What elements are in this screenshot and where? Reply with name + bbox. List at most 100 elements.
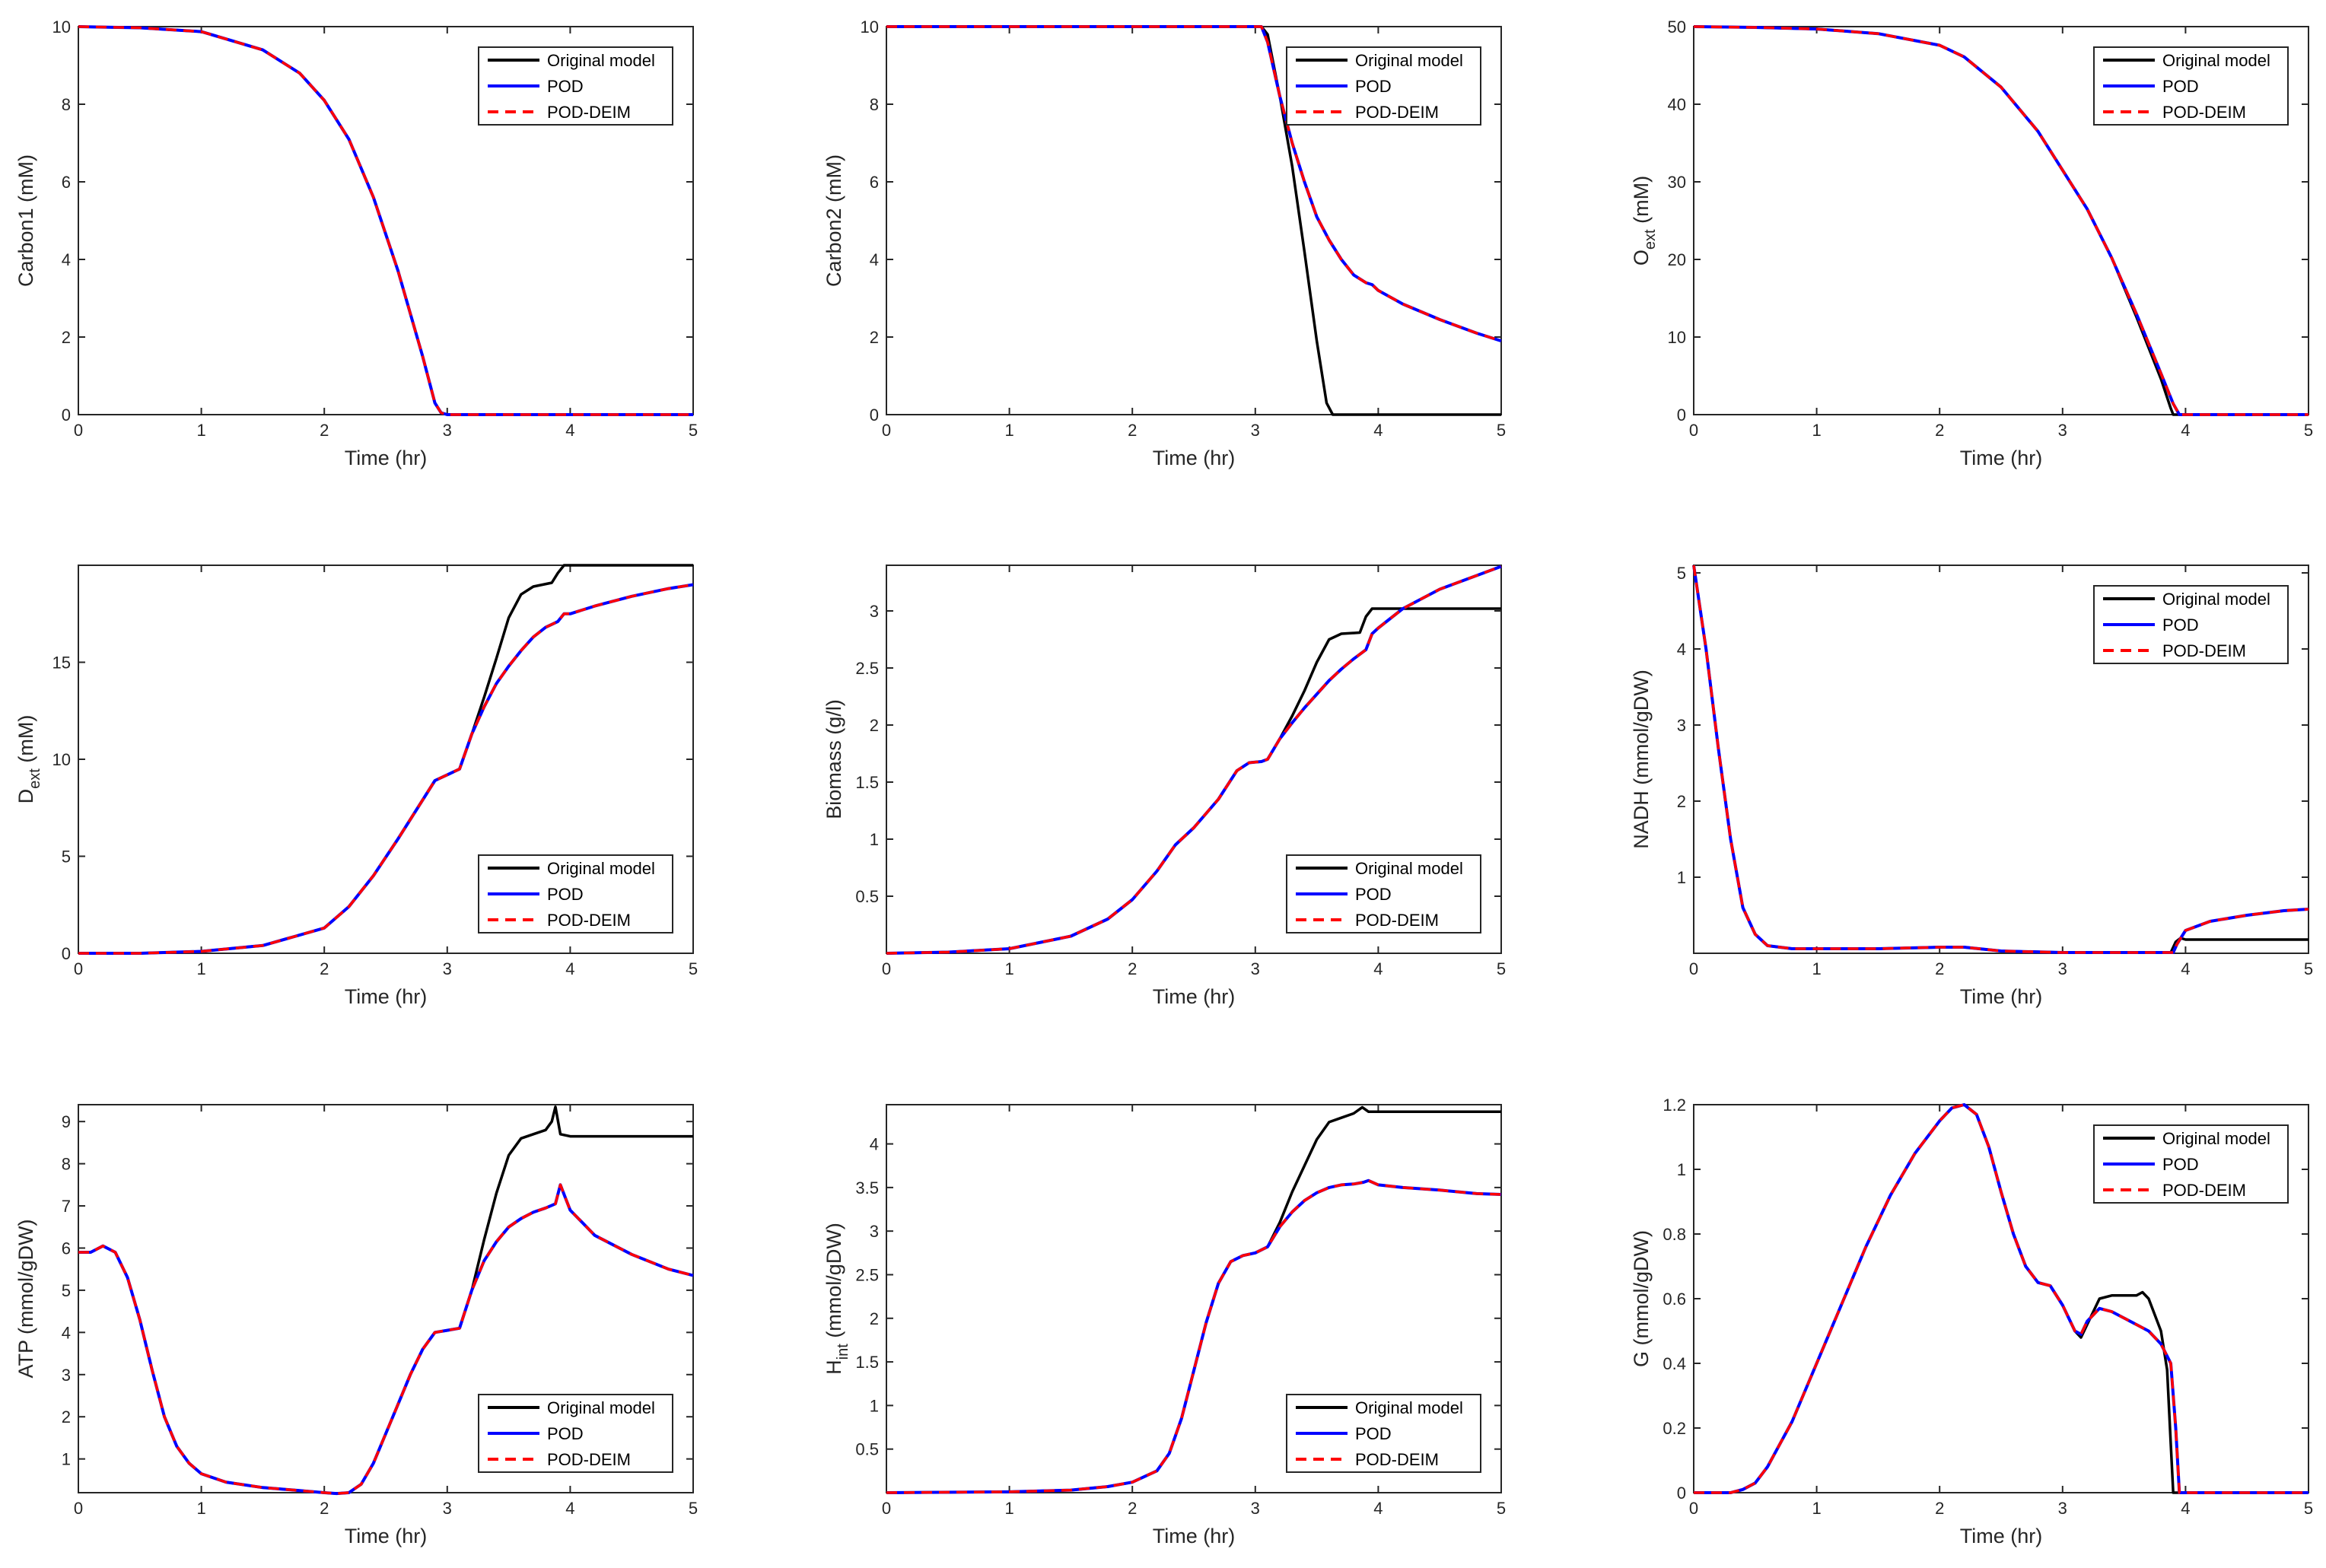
legend: Original model POD POD-DEIM bbox=[2093, 46, 2289, 126]
legend-label: POD-DEIM bbox=[2162, 641, 2246, 660]
x-tick-label: 5 bbox=[2304, 959, 2313, 978]
y-tick-label: 1 bbox=[1677, 1160, 1686, 1179]
y-tick-label: 6 bbox=[870, 173, 879, 192]
legend-label: POD bbox=[2162, 1155, 2199, 1174]
x-tick-label: 5 bbox=[2304, 421, 2313, 440]
x-tick-label: 3 bbox=[1251, 1499, 1260, 1518]
chart-1: 0 1 2 3 4 5 0 2 4 6 8 10 Time (hr) Carbon1 (mM) Origin… bbox=[14, 17, 698, 469]
series-line-pod bbox=[886, 565, 1502, 955]
y-tick-label: 50 bbox=[1668, 17, 1686, 37]
legend-label: POD bbox=[1355, 1424, 1392, 1443]
x-tick-label: 4 bbox=[565, 959, 574, 978]
x-tick-label: 4 bbox=[2181, 959, 2190, 978]
legend-label: Original model bbox=[2162, 1129, 2270, 1148]
x-tick-label: 0 bbox=[1689, 421, 1698, 440]
y-axis-label-unit: (mM) bbox=[14, 715, 37, 768]
x-tick-label: 5 bbox=[1497, 1499, 1506, 1518]
legend-label: Original model bbox=[1355, 51, 1463, 70]
x-tick-label: 1 bbox=[1812, 421, 1821, 440]
x-tick-label: 2 bbox=[320, 1499, 329, 1518]
y-axis-label-main: ATP (mmol/gDW) bbox=[14, 1220, 37, 1379]
legend: Original model POD POD-DEIM bbox=[2093, 1124, 2289, 1204]
x-tick-label: 0 bbox=[882, 1499, 891, 1518]
x-axis-label: Time (hr) bbox=[1153, 985, 1236, 1008]
x-tick-label: 1 bbox=[1004, 1499, 1013, 1518]
y-tick-label: 0.5 bbox=[855, 1440, 879, 1459]
y-tick-label: 7 bbox=[62, 1197, 71, 1216]
y-tick-label: 0 bbox=[1677, 1484, 1686, 1503]
y-axis-label: Hint (mmol/gDW) bbox=[823, 1223, 851, 1375]
x-tick-label: 2 bbox=[320, 959, 329, 978]
series-line-pod-deim bbox=[1693, 25, 2308, 416]
y-tick-label: 30 bbox=[1668, 173, 1686, 192]
legend-label: POD-DEIM bbox=[2162, 1181, 2246, 1200]
x-tick-label: 4 bbox=[565, 421, 574, 440]
y-axis-label: G (mmol/gDW) bbox=[1630, 1230, 1653, 1367]
x-tick-label: 5 bbox=[1497, 421, 1506, 440]
y-tick-label: 9 bbox=[62, 1112, 71, 1131]
x-tick-label: 2 bbox=[1935, 421, 1944, 440]
legend-label: Original model bbox=[547, 1398, 655, 1417]
x-tick-label: 3 bbox=[2058, 959, 2067, 978]
chart-4: 0 1 2 3 4 5 0 5 10 15 Time (hr) Dext (mM) Original m… bbox=[14, 564, 698, 1008]
legend-label: POD-DEIM bbox=[547, 1450, 631, 1469]
y-tick-label: 0.5 bbox=[855, 887, 879, 906]
legend: Original model POD POD-DEIM bbox=[478, 1394, 673, 1473]
y-axis-label-main: Carbon2 (mM) bbox=[823, 154, 845, 287]
legend-label: POD-DEIM bbox=[1355, 1450, 1439, 1469]
y-tick-label: 20 bbox=[1668, 250, 1686, 269]
y-axis-label-subscript: ext bbox=[27, 768, 43, 789]
chart-8: 0 1 2 3 4 5 0.5 1 1.5 2 2.5 3 3.5 4 Time (hr) Hint (mmo… bbox=[823, 1104, 1506, 1547]
x-axis-label: Time (hr) bbox=[1960, 1525, 2043, 1547]
y-tick-label: 0 bbox=[62, 406, 71, 425]
y-axis-label-subscript: ext bbox=[1642, 229, 1659, 250]
legend-label: POD-DEIM bbox=[1355, 103, 1439, 122]
x-tick-label: 0 bbox=[74, 1499, 83, 1518]
x-tick-label: 2 bbox=[320, 421, 329, 440]
x-tick-label: 1 bbox=[1812, 959, 1821, 978]
series-line-pod-deim bbox=[78, 25, 693, 416]
y-tick-label: 8 bbox=[62, 95, 71, 114]
y-tick-label: 8 bbox=[870, 95, 879, 114]
x-tick-label: 5 bbox=[2304, 1499, 2313, 1518]
legend-label: POD-DEIM bbox=[2162, 103, 2246, 122]
series-line-pod-deim bbox=[78, 1183, 694, 1495]
y-axis-label-unit: (mmol/gDW) bbox=[823, 1223, 845, 1344]
y-tick-label: 1 bbox=[870, 1396, 879, 1415]
x-tick-label: 1 bbox=[1812, 1499, 1821, 1518]
x-axis-label: Time (hr) bbox=[1153, 1525, 1236, 1547]
x-tick-label: 0 bbox=[1689, 959, 1698, 978]
series-line-pod bbox=[1692, 565, 2309, 954]
y-tick-label: 0.6 bbox=[1663, 1290, 1686, 1309]
y-axis-label-subscript: int bbox=[835, 1344, 851, 1360]
y-axis-label-main: Biomass (g/l) bbox=[823, 699, 845, 819]
legend: Original model POD POD-DEIM bbox=[1286, 46, 1481, 126]
y-tick-label: 2 bbox=[870, 1309, 879, 1328]
y-tick-label: 3 bbox=[870, 602, 879, 621]
y-tick-label: 8 bbox=[62, 1155, 71, 1174]
series-line-pod-deim bbox=[78, 583, 694, 955]
legend-label: POD-DEIM bbox=[1355, 911, 1439, 930]
x-tick-label: 2 bbox=[1935, 1499, 1944, 1518]
x-tick-label: 1 bbox=[196, 421, 205, 440]
x-tick-label: 2 bbox=[1128, 1499, 1137, 1518]
x-tick-label: 3 bbox=[443, 959, 452, 978]
legend-label: Original model bbox=[1355, 1398, 1463, 1417]
y-tick-label: 3 bbox=[870, 1222, 879, 1241]
y-axis-label: NADH (mmol/gDW) bbox=[1630, 670, 1653, 849]
y-axis-label: Dext (mM) bbox=[14, 715, 43, 804]
y-tick-label: 6 bbox=[62, 1239, 71, 1258]
y-tick-label: 1 bbox=[1677, 868, 1686, 887]
series-line-pod-deim bbox=[886, 25, 1502, 342]
y-tick-label: 2 bbox=[870, 716, 879, 735]
x-tick-label: 4 bbox=[1373, 959, 1383, 978]
x-tick-label: 2 bbox=[1935, 959, 1944, 978]
y-axis-label-main: Carbon1 (mM) bbox=[14, 154, 37, 287]
x-tick-label: 0 bbox=[882, 959, 891, 978]
x-tick-label: 3 bbox=[1251, 959, 1260, 978]
x-tick-label: 4 bbox=[1373, 421, 1383, 440]
legend: Original model POD POD-DEIM bbox=[2093, 585, 2289, 664]
y-tick-label: 10 bbox=[1668, 328, 1686, 347]
x-tick-label: 5 bbox=[689, 421, 698, 440]
